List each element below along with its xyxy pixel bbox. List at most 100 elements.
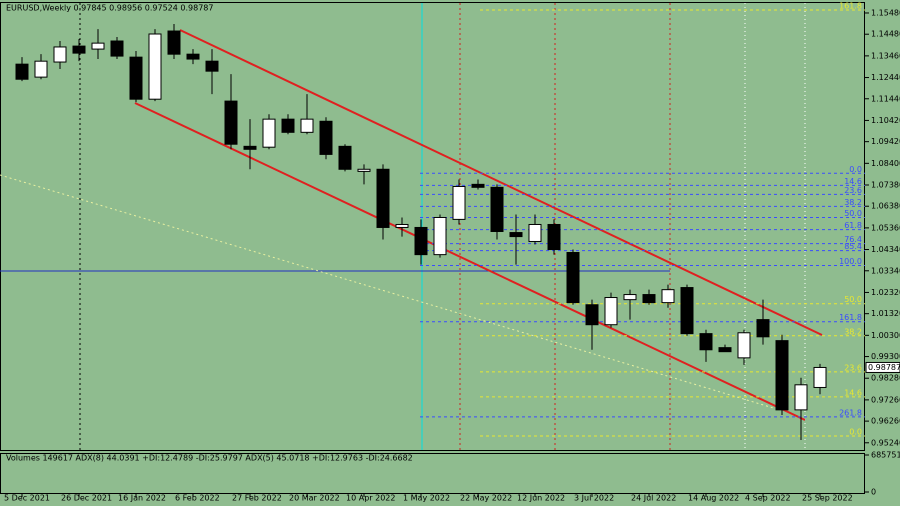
candle-body <box>338 145 352 170</box>
candle-body <box>91 42 105 50</box>
x-tick-label: 5 Dec 2021 <box>4 494 50 503</box>
fib-label: 14.6 <box>844 388 862 397</box>
fib-label: 23.6 <box>844 186 862 195</box>
candle-body <box>281 118 295 133</box>
candle-body <box>813 366 827 388</box>
last-price-label: 0.98787 <box>868 363 900 372</box>
fib-label: 0.0 <box>849 427 862 436</box>
candle-body <box>72 45 86 54</box>
candle-body <box>509 232 523 238</box>
fib-label: 61.8 <box>844 221 862 230</box>
fib-label: 161.8 <box>839 2 862 11</box>
x-tick-label: 27 Feb 2022 <box>232 494 282 503</box>
y-tick-label: 1.10420 <box>871 116 900 125</box>
y-tick-label: 1.04340 <box>871 245 900 254</box>
y-tick-label: 1.08400 <box>871 159 900 168</box>
candle-body <box>471 183 485 188</box>
candle-body <box>414 226 428 256</box>
candle-body <box>680 287 694 335</box>
trend-line <box>0 174 781 411</box>
y-tick-label: 1.01320 <box>871 309 900 318</box>
x-tick-label: 20 Mar 2022 <box>289 494 340 503</box>
candle-body <box>129 56 143 100</box>
candle-body <box>528 223 542 242</box>
volume-tick-label: 0 <box>871 488 876 497</box>
y-tick-label: 1.13460 <box>871 51 900 60</box>
x-tick-label: 16 Jan 2022 <box>118 494 166 503</box>
candle-body <box>433 216 447 256</box>
y-tick-label: 1.03340 <box>871 266 900 275</box>
x-tick-label: 4 Sep 2022 <box>745 494 791 503</box>
candle-body <box>547 223 561 251</box>
x-tick-label: 12 Jun 2022 <box>517 494 565 503</box>
y-tick-label: 1.09420 <box>871 137 900 146</box>
last-price-box <box>865 361 900 373</box>
candle-body <box>661 289 675 304</box>
candle-body <box>775 340 789 411</box>
candle-body <box>756 319 770 338</box>
fib-label: 161.8 <box>839 313 862 322</box>
candle-body <box>262 118 276 148</box>
fib-label: 0.0 <box>849 165 862 174</box>
candle-body <box>300 118 314 133</box>
candle-body <box>34 60 48 78</box>
y-tick-label: 1.05360 <box>871 223 900 232</box>
fib-label: 100.0 <box>839 257 862 266</box>
y-tick-label: 1.14480 <box>871 30 900 39</box>
candle-body <box>642 294 656 304</box>
candle-body <box>395 223 409 228</box>
x-tick-label: 14 Aug 2022 <box>688 494 739 503</box>
fib-label: 50.0 <box>844 209 862 218</box>
y-tick-label: 1.11440 <box>871 94 900 103</box>
header: EURUSD,Weekly 0.97845 0.98956 0.97524 0.… <box>6 4 213 13</box>
x-tick-label: 24 Jul 2022 <box>631 494 676 503</box>
candle-body <box>319 120 333 155</box>
plot-frame <box>0 2 865 451</box>
candle-body <box>357 168 371 172</box>
candle-body <box>452 185 466 220</box>
indicator-frame <box>0 453 865 494</box>
volume-tick-label: 685751 <box>871 451 900 460</box>
candle-body <box>224 100 238 145</box>
x-tick-label: 6 Feb 2022 <box>175 494 220 503</box>
candle-body <box>566 252 580 304</box>
candle-body <box>490 186 504 232</box>
x-tick-label: 22 May 2022 <box>460 494 512 503</box>
candle-body <box>148 33 162 100</box>
channel-line <box>179 29 823 336</box>
candle-body <box>167 30 181 55</box>
y-tick-label: 1.06380 <box>871 202 900 211</box>
x-tick-label: 1 May 2022 <box>403 494 450 503</box>
fib-label: 85.4 <box>844 242 862 251</box>
candle-body <box>718 347 732 353</box>
x-tick-label: 10 Apr 2022 <box>346 494 395 503</box>
fib-label: 14.6 <box>844 177 862 186</box>
candle-body <box>110 40 124 57</box>
x-tick-label: 26 Dec 2021 <box>61 494 112 503</box>
candle-body <box>15 63 29 80</box>
indicator-label: Volumes 149617 ADX(8) 44.0391 +DI:12.478… <box>6 454 413 463</box>
fib-label: 76.4 <box>844 235 862 244</box>
candle-body <box>623 294 637 301</box>
candle-body <box>186 53 200 60</box>
fib-label: 23.6 <box>844 363 862 372</box>
candle-body <box>243 145 257 150</box>
y-tick-label: 1.02320 <box>871 288 900 297</box>
y-tick-label: 1.12440 <box>871 73 900 82</box>
fib-label: 38.2 <box>844 198 862 207</box>
candle-body <box>794 384 808 411</box>
candle-body <box>205 60 219 72</box>
candle-body <box>376 168 390 228</box>
candle-body <box>737 332 751 359</box>
y-tick-label: 1.07380 <box>871 180 900 189</box>
channel-line <box>134 102 806 421</box>
candle-body <box>53 46 67 63</box>
x-tick-label: 3 Jul 2022 <box>574 494 614 503</box>
candle-body <box>604 297 618 326</box>
